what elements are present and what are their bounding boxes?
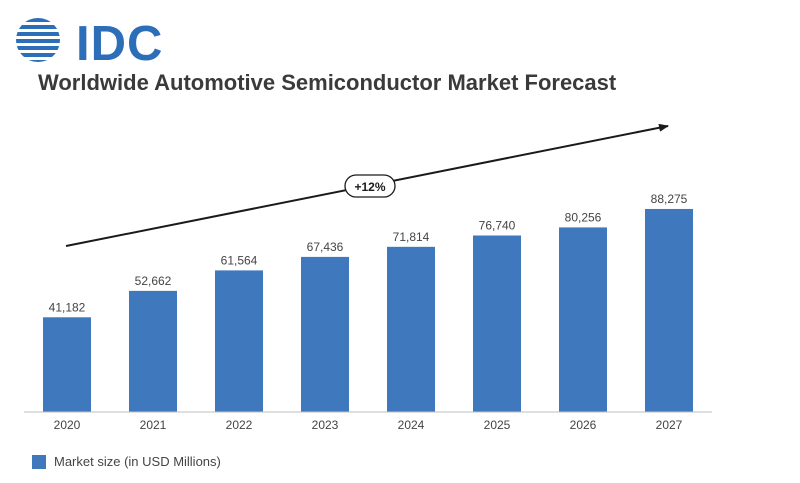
bar-value-label-2025: 76,740 [479,218,516,232]
legend-label: Market size (in USD Millions) [54,454,221,469]
x-tick-label-2022: 2022 [226,418,253,432]
chart-title: Worldwide Automotive Semiconductor Marke… [38,70,617,95]
globe-icon [16,18,60,62]
x-tick-label-2021: 2021 [140,418,167,432]
bar-value-label-2022: 61,564 [221,253,258,267]
growth-annotation-label: +12% [354,180,385,194]
logo-text: IDC [76,17,164,71]
x-tick-label-2027: 2027 [656,418,683,432]
bar-value-label-2020: 41,182 [49,300,86,314]
bar-value-label-2021: 52,662 [135,274,172,288]
bar-2022 [215,270,263,412]
growth-annotation: +12% [344,174,396,198]
legend: Market size (in USD Millions) [32,454,221,469]
x-tick-label-2026: 2026 [570,418,597,432]
bar-2026 [559,227,607,412]
idc-logo: IDC [14,14,166,69]
bar-2025 [473,235,521,412]
bar-2023 [301,256,349,412]
bar-value-label-2026: 80,256 [565,210,602,224]
x-tick-label-2020: 2020 [54,418,81,432]
x-tick-label-2024: 2024 [398,418,425,432]
bar-2024 [387,246,435,412]
growth-annotation-box [344,174,396,198]
bar-2021 [129,290,177,412]
bar-value-label-2024: 71,814 [393,230,430,244]
x-tick-label-2025: 2025 [484,418,511,432]
x-tick-label-2023: 2023 [312,418,339,432]
legend-swatch [32,454,46,469]
bar-2020 [43,317,91,412]
bar-value-label-2027: 88,275 [651,192,688,206]
bar-2027 [645,208,693,412]
bar-value-label-2023: 67,436 [307,240,344,254]
